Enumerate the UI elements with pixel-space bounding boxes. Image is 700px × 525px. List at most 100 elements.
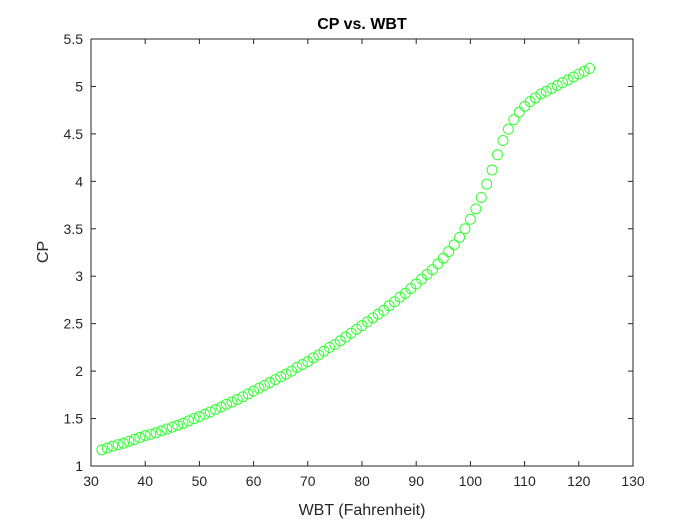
y-axis-ticks: 1 1.5 2 2.5 3 3.5 4 4.5 5 5.5 — [64, 31, 633, 474]
data-point — [280, 368, 292, 380]
data-point — [253, 382, 265, 394]
data-point — [161, 423, 173, 435]
y-tick-label: 4 — [75, 173, 83, 189]
data-point — [210, 404, 222, 416]
data-point — [497, 135, 509, 147]
x-tick-label: 50 — [192, 473, 208, 489]
x-tick-label: 130 — [621, 473, 645, 489]
data-point — [475, 191, 487, 203]
data-point — [546, 82, 558, 94]
data-point — [578, 65, 590, 77]
data-point — [237, 391, 249, 403]
data-point — [150, 427, 162, 439]
data-point — [199, 408, 211, 420]
data-point — [107, 440, 119, 452]
data-point — [361, 316, 373, 328]
data-point — [269, 374, 281, 386]
data-point — [540, 85, 552, 97]
data-point — [123, 435, 135, 447]
data-point — [296, 358, 308, 370]
data-point — [258, 379, 270, 391]
data-point — [351, 323, 363, 335]
data-point — [508, 114, 520, 126]
data-point — [383, 300, 395, 312]
y-tick-label: 3 — [75, 268, 83, 284]
data-point — [145, 428, 157, 440]
data-point — [166, 421, 178, 433]
data-point — [562, 74, 574, 86]
data-point — [134, 432, 146, 444]
data-point — [231, 394, 243, 406]
data-point — [177, 417, 189, 429]
data-point — [318, 345, 330, 357]
data-point — [286, 365, 298, 377]
x-tick-label: 80 — [354, 473, 370, 489]
data-point — [481, 178, 493, 190]
data-point — [454, 231, 466, 243]
y-tick-label: 5 — [75, 78, 83, 94]
data-point — [529, 92, 541, 104]
x-axis-label: WBT (Fahrenheit) — [299, 502, 426, 519]
plot-area — [90, 38, 634, 467]
data-point — [372, 308, 384, 320]
data-point — [486, 164, 498, 176]
data-point — [264, 376, 276, 388]
data-point — [226, 396, 238, 408]
data-point — [584, 62, 596, 74]
y-tick-label: 2 — [75, 363, 83, 379]
data-point — [188, 413, 200, 425]
chart-title: CP vs. WBT — [317, 16, 407, 33]
data-point — [464, 213, 476, 225]
data-point — [96, 444, 108, 456]
data-point — [275, 371, 287, 383]
x-axis-ticks: 30 40 50 60 70 80 90 100 110 120 130 — [83, 39, 645, 489]
data-point — [183, 415, 195, 427]
data-point — [112, 439, 124, 451]
data-point — [313, 349, 325, 361]
data-point — [172, 419, 184, 431]
x-tick-label: 120 — [567, 473, 591, 489]
data-point — [470, 203, 482, 215]
data-point — [334, 335, 346, 347]
data-point — [557, 77, 569, 89]
data-point — [356, 320, 368, 332]
x-tick-label: 30 — [83, 473, 99, 489]
data-point — [242, 388, 254, 400]
y-tick-label: 3.5 — [64, 221, 84, 237]
y-tick-label: 5.5 — [64, 31, 84, 47]
x-tick-label: 90 — [408, 473, 424, 489]
data-point — [323, 341, 335, 353]
data-point — [502, 123, 514, 135]
data-point — [567, 71, 579, 83]
data-point — [118, 437, 130, 449]
x-tick-label: 60 — [246, 473, 262, 489]
data-point — [367, 312, 379, 324]
data-point — [215, 401, 227, 413]
data-point — [437, 252, 449, 264]
data-point — [492, 149, 503, 161]
data-point — [573, 68, 585, 80]
y-tick-label: 1.5 — [64, 411, 84, 427]
x-tick-label: 100 — [459, 473, 483, 489]
data-point — [193, 411, 205, 423]
y-tick-label: 1 — [75, 458, 83, 474]
data-point — [155, 425, 167, 437]
data-point — [524, 96, 536, 108]
data-point — [459, 223, 471, 235]
data-point — [551, 79, 563, 91]
y-axis-label: CP — [35, 241, 52, 263]
data-point — [307, 352, 319, 364]
data-point — [340, 331, 352, 343]
data-point — [302, 356, 314, 368]
data-point — [101, 442, 113, 454]
data-point — [221, 398, 232, 410]
data-point — [291, 361, 303, 373]
data-point — [139, 430, 151, 442]
data-point — [128, 433, 140, 445]
data-point — [204, 406, 216, 418]
data-point — [394, 291, 406, 303]
data-point — [329, 339, 341, 351]
y-tick-label: 4.5 — [64, 126, 84, 142]
x-tick-label: 110 — [513, 473, 536, 489]
